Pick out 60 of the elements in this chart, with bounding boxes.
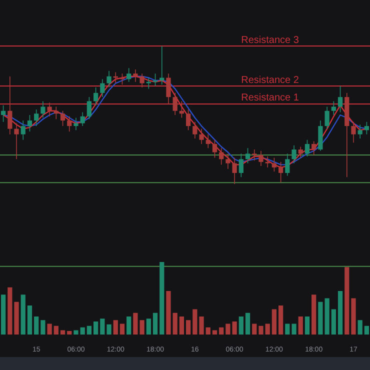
bar xyxy=(20,294,26,335)
bar xyxy=(278,306,284,335)
bar xyxy=(34,316,39,335)
bar xyxy=(160,262,164,335)
ref-line-label: Resistance 1 xyxy=(241,92,300,104)
bar xyxy=(126,316,132,335)
bar xyxy=(0,294,6,335)
bar xyxy=(152,312,158,335)
ref-line-label: Resistance 3 xyxy=(241,34,300,46)
bar xyxy=(265,324,270,335)
bar xyxy=(166,291,171,335)
bar xyxy=(74,330,78,335)
candlestick xyxy=(74,118,78,130)
bar xyxy=(245,312,250,335)
bar xyxy=(212,330,218,335)
candlestick xyxy=(252,150,257,161)
bar xyxy=(146,318,151,335)
bar xyxy=(285,324,290,335)
bar xyxy=(86,326,92,335)
bar xyxy=(331,309,336,335)
bar xyxy=(206,327,210,335)
bar xyxy=(172,312,178,335)
bar xyxy=(344,267,350,335)
bar xyxy=(364,326,370,335)
bar xyxy=(106,324,112,335)
bar xyxy=(258,326,264,335)
bar xyxy=(338,291,343,335)
bar xyxy=(199,316,204,335)
bar xyxy=(358,320,362,335)
bar xyxy=(304,316,310,335)
bar xyxy=(238,316,244,335)
bar xyxy=(252,324,257,335)
candlestick xyxy=(265,156,270,168)
bar xyxy=(60,330,66,335)
bar xyxy=(219,327,224,335)
bar xyxy=(80,327,85,335)
bar xyxy=(179,316,184,335)
bar xyxy=(186,320,191,335)
candlestick xyxy=(14,123,19,160)
candlestick xyxy=(160,46,164,85)
bar xyxy=(8,287,12,335)
bar xyxy=(54,326,58,335)
bar xyxy=(67,330,72,335)
bar xyxy=(351,298,356,335)
bar xyxy=(27,306,32,335)
bar xyxy=(192,309,198,335)
bar xyxy=(298,316,303,335)
bar xyxy=(40,320,46,335)
bar xyxy=(272,309,277,335)
bar xyxy=(113,320,118,335)
bar xyxy=(93,322,98,335)
candlestick xyxy=(226,154,230,169)
bar xyxy=(312,294,316,335)
bar xyxy=(100,318,105,335)
bar xyxy=(292,324,296,335)
candlestick xyxy=(133,69,138,82)
ref-line-label: Resistance 2 xyxy=(241,74,300,86)
bar xyxy=(47,324,52,335)
bar xyxy=(120,324,125,335)
bar xyxy=(14,302,19,335)
